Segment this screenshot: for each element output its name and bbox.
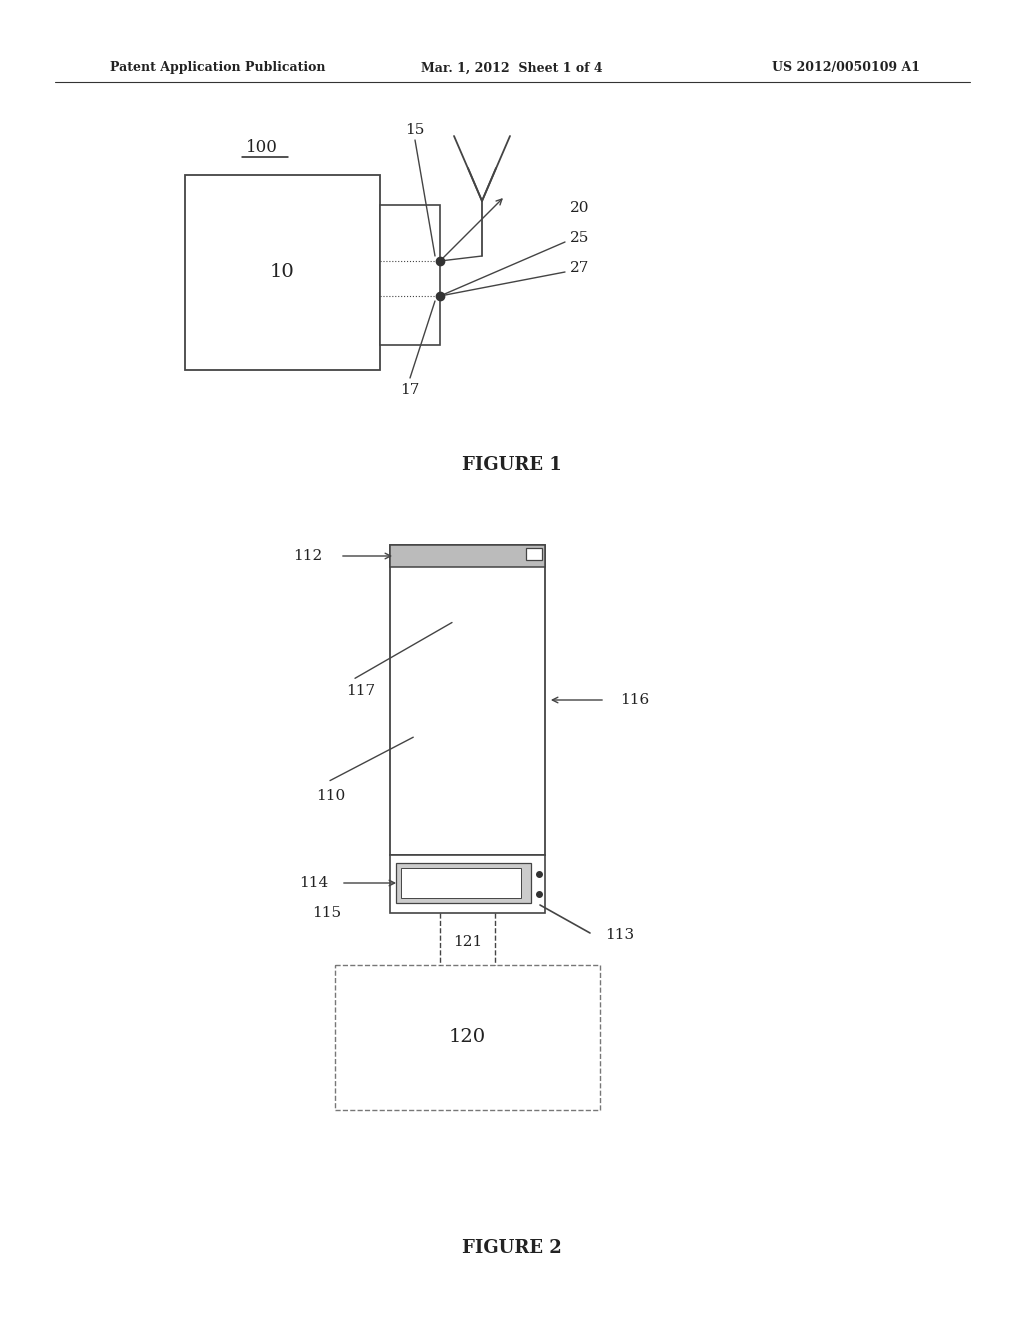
Text: 27: 27 [570, 261, 590, 275]
Text: 115: 115 [312, 906, 341, 920]
Bar [401, 869, 521, 898]
Text: Mar. 1, 2012  Sheet 1 of 4: Mar. 1, 2012 Sheet 1 of 4 [421, 62, 603, 74]
Bar [380, 205, 440, 345]
Text: 117: 117 [346, 684, 375, 698]
Text: 100: 100 [246, 140, 278, 157]
Bar [390, 545, 545, 855]
Text: Patent Application Publication: Patent Application Publication [110, 62, 326, 74]
Bar [335, 965, 600, 1110]
Bar [390, 855, 545, 913]
Text: 20: 20 [570, 201, 590, 215]
Text: 112: 112 [293, 549, 322, 564]
Bar [390, 545, 545, 568]
Text: FIGURE 1: FIGURE 1 [462, 455, 562, 474]
Text: 114: 114 [299, 876, 328, 890]
Text: 25: 25 [570, 231, 590, 246]
Text: FIGURE 2: FIGURE 2 [462, 1239, 562, 1257]
Text: 120: 120 [449, 1028, 485, 1045]
Text: 121: 121 [453, 935, 482, 949]
Text: 10: 10 [269, 263, 294, 281]
Bar [526, 548, 542, 560]
Bar [396, 863, 531, 903]
Text: 116: 116 [620, 693, 649, 708]
Text: 17: 17 [400, 383, 420, 397]
Text: US 2012/0050109 A1: US 2012/0050109 A1 [772, 62, 920, 74]
Text: 113: 113 [605, 928, 634, 942]
Bar [185, 176, 380, 370]
Text: 110: 110 [315, 789, 345, 803]
Text: 15: 15 [406, 123, 425, 137]
